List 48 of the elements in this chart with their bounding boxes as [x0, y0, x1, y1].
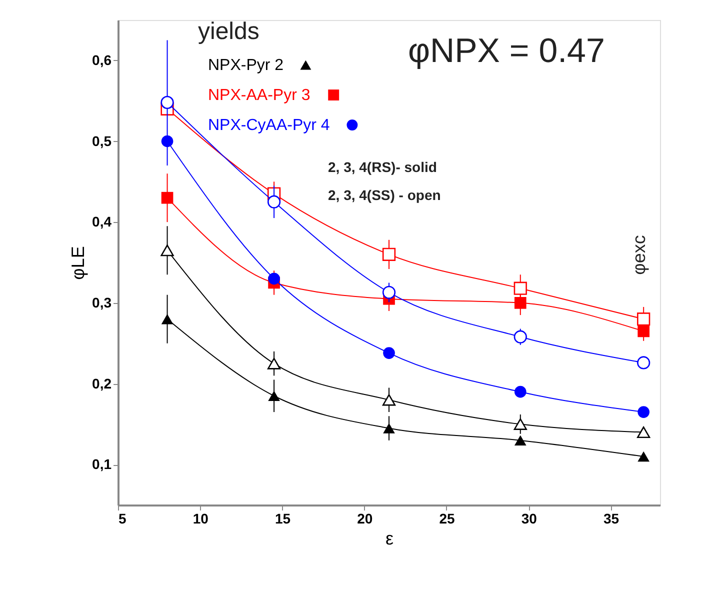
- point: [161, 314, 174, 324]
- annotation: φNPX = 0.47: [408, 32, 605, 70]
- point: [383, 347, 395, 359]
- point: [638, 451, 650, 462]
- y-tick-label: 0,3: [92, 294, 112, 310]
- x-tick-label: 25: [439, 510, 455, 526]
- point: [382, 248, 396, 261]
- y-tick-label: 0,4: [92, 214, 112, 230]
- x-tick-label: 30: [521, 510, 538, 526]
- point: [514, 282, 527, 295]
- point: [161, 192, 174, 204]
- legend-label: NPX-Pyr 2: [208, 57, 284, 74]
- point: [160, 244, 174, 256]
- x-tick-label: 35: [603, 510, 620, 526]
- x-tick-label: 10: [192, 510, 209, 526]
- point: [160, 96, 174, 110]
- annotation: 2, 3, 4(RS)- solid: [328, 159, 437, 175]
- point: [514, 330, 527, 344]
- legend-label: NPX-AA-Pyr 3: [208, 87, 310, 104]
- point: [637, 356, 650, 370]
- point: [382, 286, 396, 299]
- x-tick-label: 5: [118, 510, 126, 526]
- point: [514, 418, 527, 430]
- y-axis-title: φLE: [68, 246, 88, 280]
- point: [514, 435, 526, 446]
- x-axis-title: ε: [385, 528, 394, 548]
- point: [638, 325, 650, 338]
- point: [382, 394, 396, 406]
- annotation: yields: [198, 18, 260, 45]
- point: [514, 386, 526, 398]
- point: [638, 406, 650, 418]
- point: [637, 426, 650, 438]
- point: [383, 423, 395, 434]
- point: [268, 390, 280, 401]
- x-tick-label: 15: [274, 510, 291, 526]
- point: [514, 297, 526, 309]
- annotation: 2, 3, 4(SS) - open: [328, 187, 441, 203]
- y2-axis-title: φexc: [629, 235, 649, 275]
- y-tick-label: 0,2: [92, 375, 112, 392]
- point: [637, 312, 650, 326]
- y-tick-label: 0,5: [92, 132, 112, 149]
- y-tick-label: 0,1: [92, 456, 112, 472]
- point: [267, 195, 281, 208]
- point: [268, 272, 280, 285]
- point: [267, 358, 281, 370]
- legend-label: NPX-CyAA-Pyr 4: [208, 117, 330, 134]
- x-tick-label: 20: [357, 510, 373, 526]
- y-tick-label: 0,6: [92, 52, 112, 68]
